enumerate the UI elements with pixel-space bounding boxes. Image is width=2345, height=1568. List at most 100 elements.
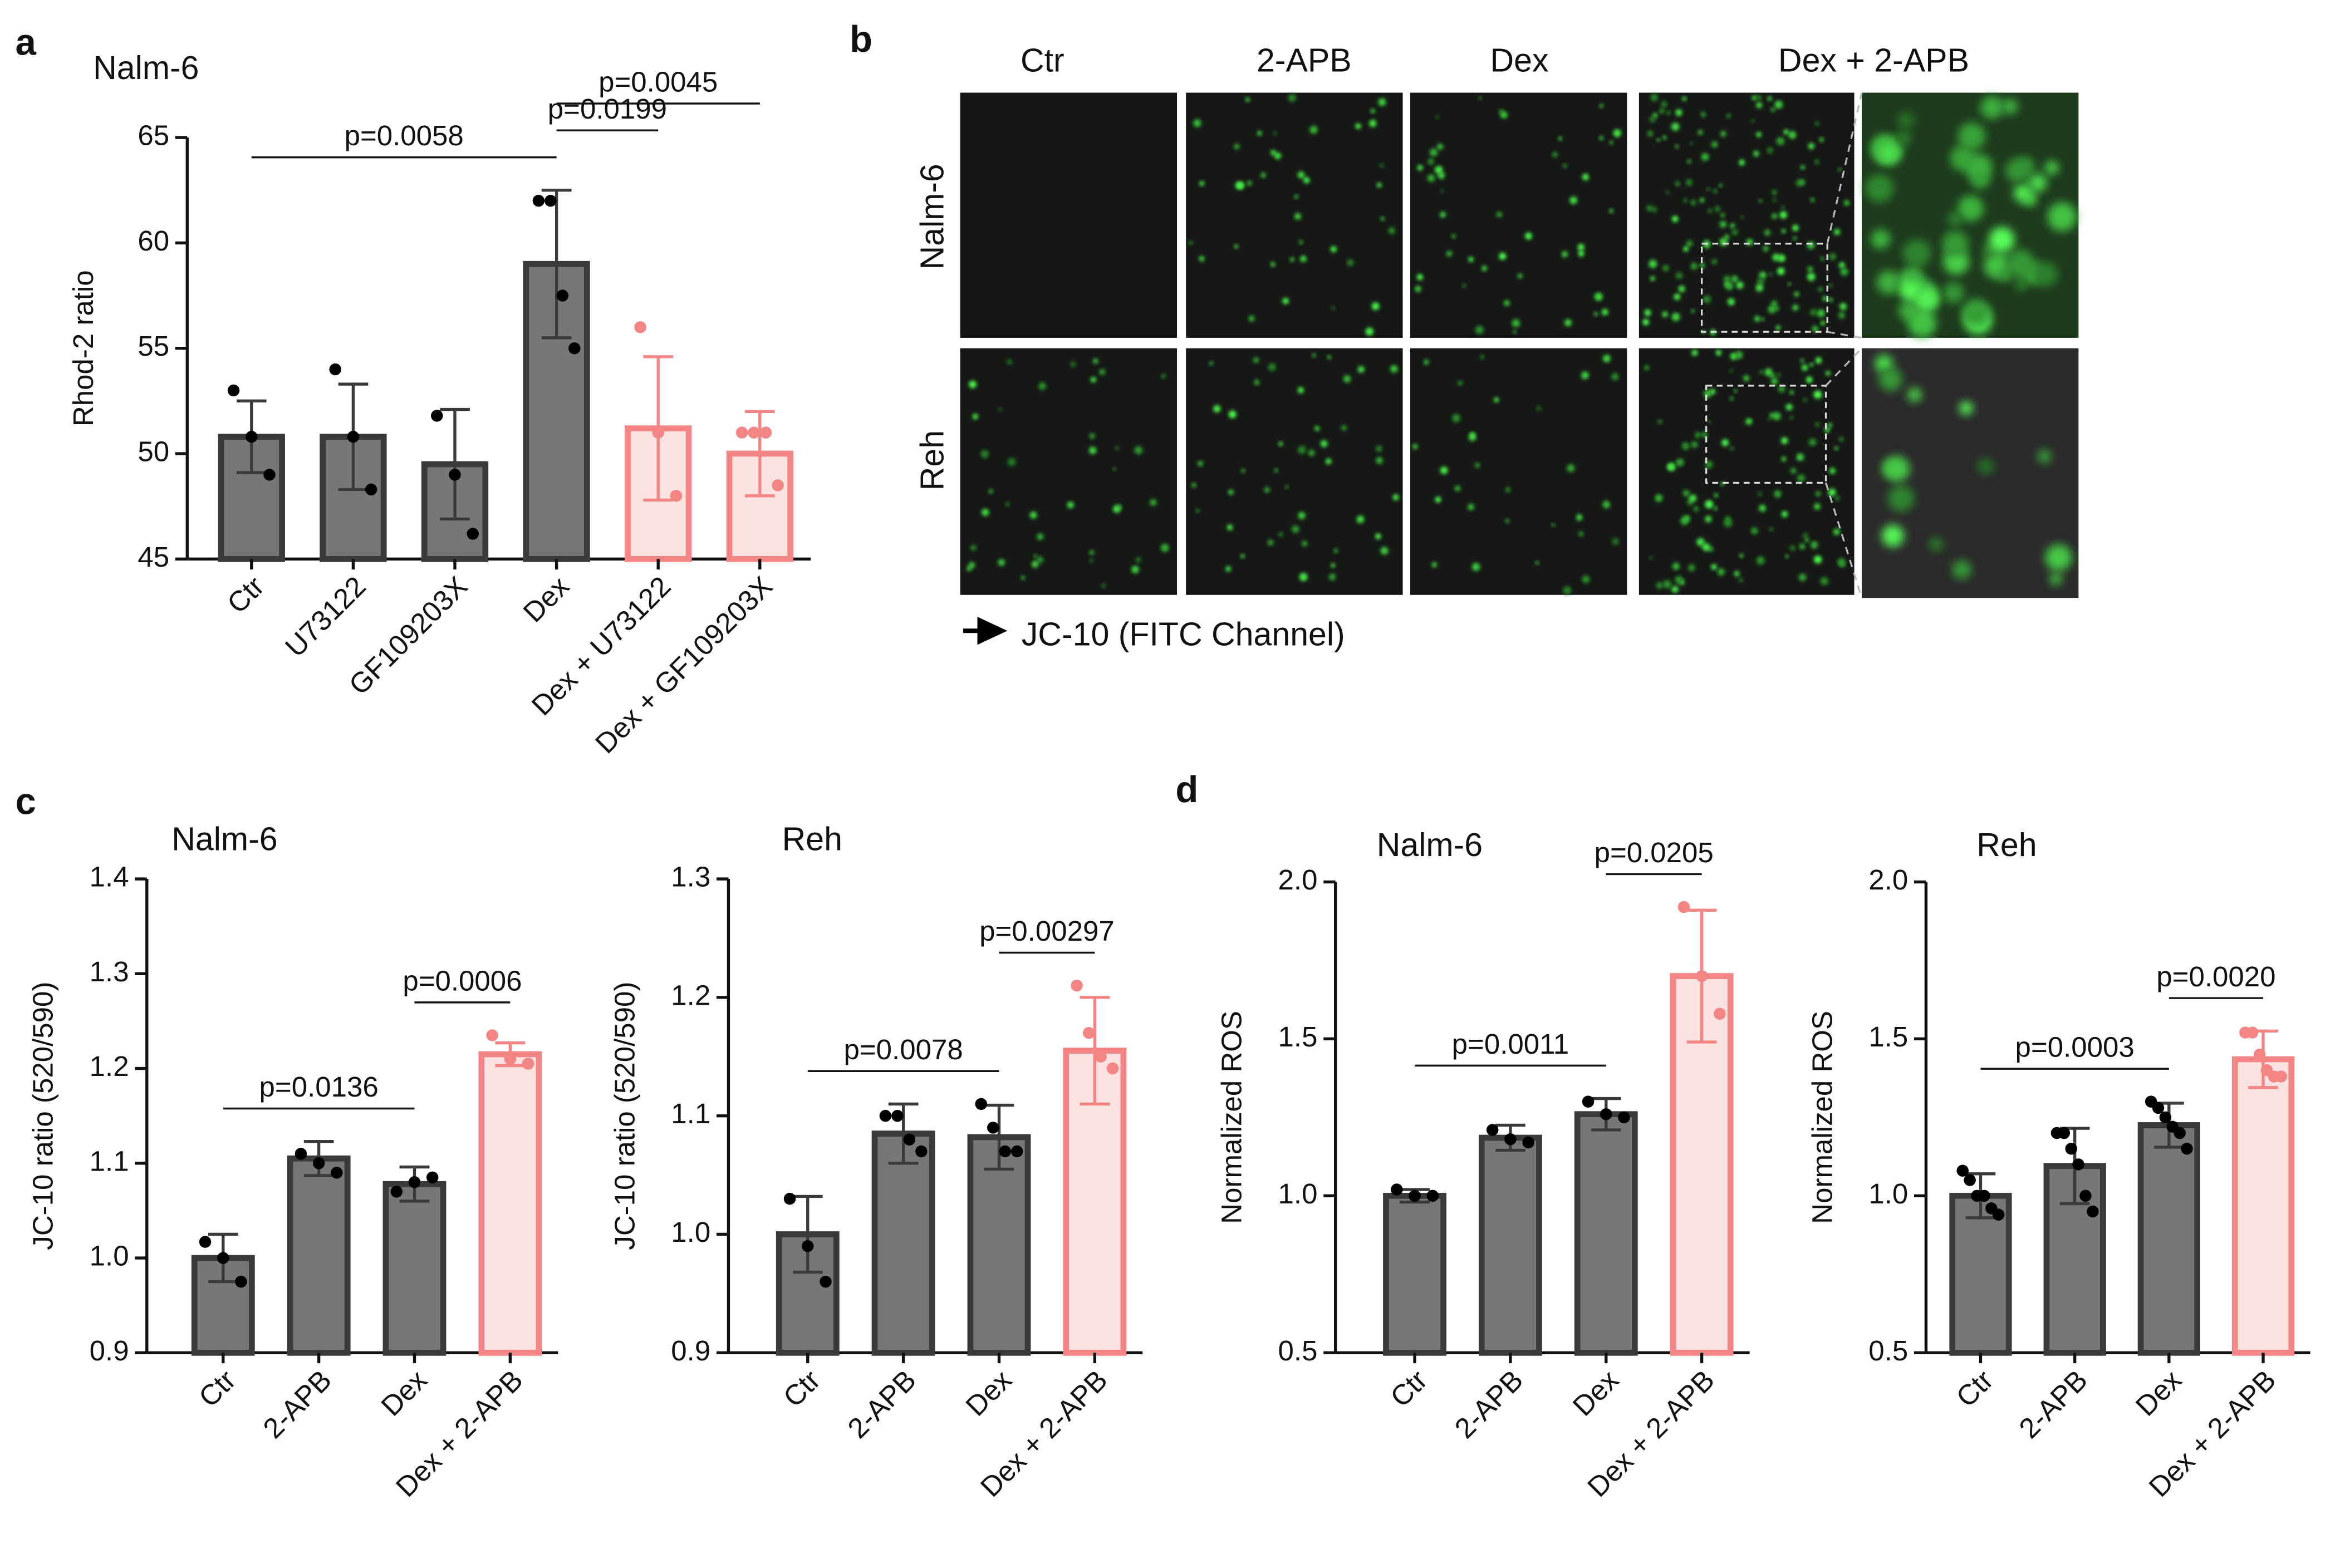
data-point (532, 194, 545, 207)
cell (1228, 489, 1234, 495)
cell (1717, 568, 1725, 576)
cell (1131, 566, 1139, 574)
cell (1380, 217, 1385, 221)
p-value: p=0.0006 (403, 965, 522, 996)
cell (1687, 564, 1695, 572)
cell (1764, 229, 1771, 236)
cell (1300, 255, 1307, 262)
cell (1774, 100, 1783, 109)
cell (1302, 540, 1308, 547)
cell (1602, 500, 1611, 509)
cell (1691, 350, 1698, 356)
cell (1273, 131, 1277, 135)
cell (1759, 504, 1767, 512)
cell (1790, 545, 1795, 551)
cell (982, 508, 989, 517)
cell (1820, 577, 1829, 586)
cell (1829, 468, 1836, 474)
cell (1813, 556, 1822, 564)
cell (1667, 111, 1671, 115)
cell (1234, 244, 1238, 249)
cell (1675, 181, 1680, 186)
cell (1291, 525, 1299, 533)
cell (1225, 566, 1232, 572)
cell (1662, 264, 1669, 272)
zoom-cell (1906, 267, 1920, 281)
y-tick-label: 1.3 (90, 956, 129, 987)
cell (1820, 257, 1824, 261)
data-point (2253, 1048, 2266, 1061)
cell (1376, 445, 1382, 452)
cell (1193, 119, 1201, 127)
cell (1792, 224, 1799, 232)
x-tick-label: 2-APB (841, 1364, 922, 1444)
cell (1355, 123, 1361, 129)
y-tick-label: 50 (138, 436, 169, 468)
p-value: p=0.0045 (598, 66, 718, 98)
cell (1800, 165, 1805, 170)
cell (1088, 446, 1097, 455)
cell (1785, 554, 1789, 558)
cell (1813, 390, 1822, 399)
cell (1245, 97, 1250, 102)
cell (1793, 236, 1797, 240)
zoom-cell (1962, 298, 1990, 327)
cell (1416, 274, 1424, 281)
cell (1093, 358, 1098, 364)
cell (1828, 298, 1833, 302)
cell (1558, 136, 1562, 141)
cell (1656, 582, 1663, 589)
p-value: p=0.0078 (844, 1034, 963, 1065)
cell (1270, 262, 1275, 267)
cell (1808, 438, 1817, 446)
data-point (634, 321, 646, 333)
p-value: p=0.0058 (345, 120, 464, 151)
cell (1730, 223, 1735, 229)
zoom-cell (1989, 227, 2015, 253)
cell (1161, 373, 1166, 379)
bar (478, 1051, 542, 1356)
cell (1247, 180, 1252, 186)
cell (1380, 163, 1384, 168)
cell (1689, 494, 1697, 502)
cell (1090, 376, 1096, 383)
micrograph (1186, 92, 1403, 338)
cell (1089, 550, 1095, 556)
data-point (735, 426, 748, 439)
zoom-cell (1958, 195, 1984, 222)
cell (1840, 268, 1848, 276)
cell (1505, 487, 1511, 493)
micrograph (1638, 92, 1855, 338)
p-value: p=0.00297 (979, 915, 1115, 947)
zoom-cell (2006, 249, 2035, 278)
p-value: p=0.0003 (2015, 1031, 2135, 1063)
cell (1609, 209, 1613, 213)
cell (1475, 326, 1484, 335)
data-point (2174, 1127, 2186, 1139)
cell (1438, 171, 1445, 179)
cell (1777, 267, 1785, 275)
cell (1655, 494, 1663, 502)
cell (1254, 380, 1259, 385)
cell (1781, 437, 1788, 444)
cell (1576, 514, 1583, 521)
cell (1674, 293, 1681, 301)
cell (1314, 426, 1320, 431)
zoom-cell (1959, 401, 1973, 415)
cell (1838, 312, 1846, 319)
data-point (2152, 1102, 2165, 1114)
cell (1248, 315, 1255, 322)
cell (1691, 441, 1698, 448)
cell (1333, 548, 1338, 553)
cell (1838, 262, 1846, 269)
cell (1711, 564, 1717, 570)
cell (1768, 417, 1771, 421)
cell (1499, 109, 1504, 114)
cell (1778, 385, 1785, 393)
p-value: p=0.0199 (548, 93, 667, 125)
cell (969, 380, 977, 389)
y-tick-label: 55 (138, 330, 169, 362)
cell (1512, 319, 1520, 328)
cell (1703, 241, 1711, 248)
data-point (199, 1236, 212, 1248)
